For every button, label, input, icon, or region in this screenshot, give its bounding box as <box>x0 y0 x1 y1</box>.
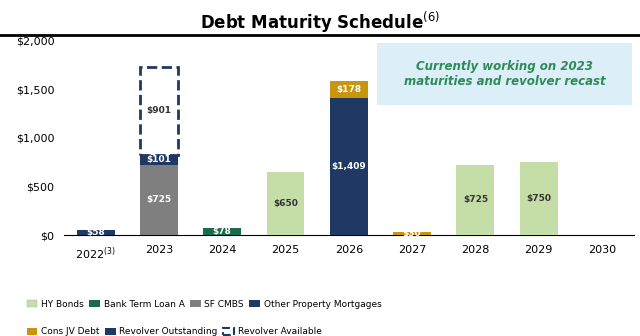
Text: $650: $650 <box>273 199 298 208</box>
Text: $30: $30 <box>403 229 421 238</box>
Text: $725: $725 <box>147 196 172 204</box>
Bar <box>520 162 557 235</box>
Text: $750: $750 <box>526 194 551 203</box>
Text: $78: $78 <box>212 227 232 236</box>
Bar <box>140 155 178 165</box>
Text: $178: $178 <box>336 85 362 94</box>
Bar <box>330 81 368 98</box>
Bar <box>456 165 494 235</box>
Bar <box>266 172 305 235</box>
Bar <box>330 98 368 235</box>
Text: $901: $901 <box>147 107 172 115</box>
Bar <box>204 227 241 235</box>
Text: Debt Maturity Schedule$^{(6)}$: Debt Maturity Schedule$^{(6)}$ <box>200 10 440 35</box>
Text: $58: $58 <box>86 228 105 237</box>
Text: $1,409: $1,409 <box>332 162 366 171</box>
Text: $101: $101 <box>147 155 172 164</box>
Text: $725: $725 <box>463 196 488 204</box>
Bar <box>140 67 178 155</box>
Bar <box>140 165 178 235</box>
Bar <box>77 229 115 235</box>
Bar <box>393 232 431 235</box>
FancyBboxPatch shape <box>378 43 632 104</box>
Text: Currently working on 2023
maturities and revolver recast: Currently working on 2023 maturities and… <box>404 60 605 88</box>
Legend: Cons JV Debt, Revolver Outstanding, Revolver Available: Cons JV Debt, Revolver Outstanding, Revo… <box>23 324 325 336</box>
